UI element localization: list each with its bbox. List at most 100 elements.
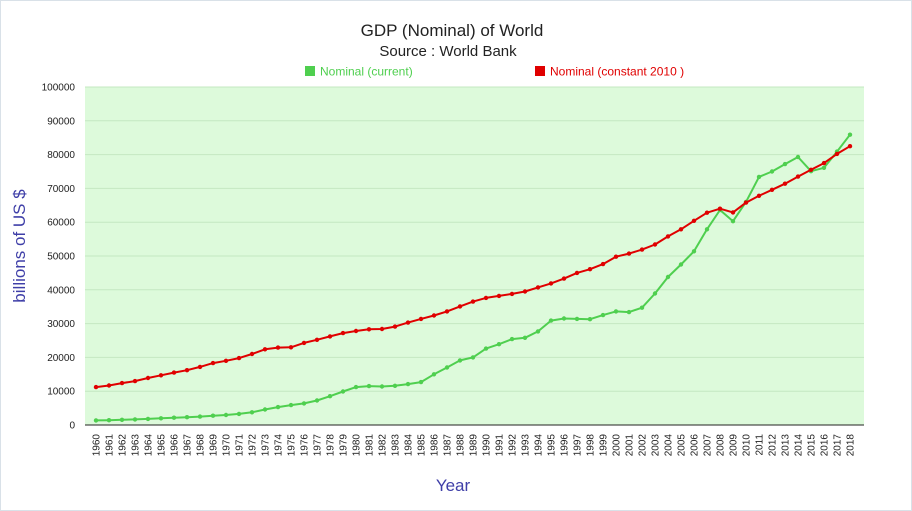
data-point-nominal-current-2004 — [665, 274, 671, 280]
x-tick-label-2008: 2008 — [716, 434, 727, 457]
data-point-nominal-constant-2006 — [691, 218, 697, 223]
data-point-nominal-constant-1984 — [405, 320, 411, 325]
x-tick-label-1964: 1964 — [144, 434, 155, 457]
data-point-nominal-current-1985 — [418, 379, 424, 385]
data-point-nominal-current-2002 — [639, 305, 645, 310]
data-point-nominal-constant-1985 — [418, 316, 424, 322]
data-point-nominal-current-1968 — [197, 414, 203, 419]
x-tick-label-2017: 2017 — [833, 434, 844, 457]
x-tick-label-2001: 2001 — [625, 434, 636, 457]
data-point-nominal-current-1963 — [132, 417, 138, 422]
data-point-nominal-constant-1981 — [366, 327, 372, 332]
x-tick-label-1993: 1993 — [521, 434, 532, 457]
data-point-nominal-current-1970 — [223, 412, 229, 418]
data-point-nominal-constant-2017 — [834, 151, 840, 157]
data-point-nominal-current-2007 — [704, 227, 710, 232]
data-point-nominal-constant-1993 — [522, 289, 528, 294]
data-point-nominal-current-1960 — [93, 418, 99, 423]
y-tick-label-100000: 100000 — [42, 83, 76, 94]
x-tick-label-1972: 1972 — [248, 434, 259, 457]
data-point-nominal-constant-1986 — [431, 313, 437, 318]
x-tick-label-1966: 1966 — [170, 434, 181, 457]
x-axis-ticks: 1960 1961 1962 1963 1964 1965 1966 1967 1968 1969… — [92, 434, 857, 457]
data-point-nominal-constant-1962 — [119, 380, 125, 386]
data-point-nominal-current-1977 — [314, 398, 320, 403]
x-tick-label-2013: 2013 — [781, 434, 792, 457]
data-point-nominal-constant-1999 — [600, 261, 606, 267]
x-tick-label-1997: 1997 — [573, 434, 584, 457]
x-tick-label-2003: 2003 — [651, 434, 662, 457]
x-tick-label-1974: 1974 — [274, 434, 285, 457]
data-point-nominal-current-1996 — [561, 316, 567, 321]
x-tick-label-1984: 1984 — [404, 434, 415, 457]
data-point-nominal-constant-1973 — [262, 347, 268, 352]
data-point-nominal-constant-1988 — [457, 304, 463, 309]
data-point-nominal-current-1991 — [496, 342, 502, 347]
x-tick-label-2016: 2016 — [820, 434, 831, 457]
x-tick-label-1989: 1989 — [469, 434, 480, 457]
x-tick-label-2010: 2010 — [742, 434, 753, 457]
data-point-nominal-constant-1969 — [210, 360, 216, 366]
data-point-nominal-constant-1992 — [509, 291, 515, 297]
data-point-nominal-constant-2013 — [782, 181, 788, 186]
data-point-nominal-constant-1994 — [535, 285, 541, 290]
legend-swatch-nominal-current[interactable] — [305, 66, 315, 76]
x-tick-label-2014: 2014 — [794, 434, 805, 457]
x-tick-label-2009: 2009 — [729, 434, 740, 457]
chart-subtitle: Source : World Bank — [379, 43, 517, 60]
y-tick-label-90000: 90000 — [47, 116, 75, 127]
data-point-nominal-constant-2009 — [730, 210, 736, 215]
y-tick-label-30000: 30000 — [47, 319, 75, 330]
y-tick-label-0: 0 — [69, 421, 75, 432]
x-tick-label-1999: 1999 — [599, 434, 610, 457]
data-point-nominal-current-1965 — [158, 416, 164, 421]
data-point-nominal-current-1983 — [392, 383, 398, 388]
data-point-nominal-constant-2005 — [678, 227, 684, 232]
data-point-nominal-current-1962 — [119, 417, 125, 422]
data-point-nominal-current-2001 — [626, 309, 632, 315]
data-point-nominal-constant-1998 — [587, 267, 593, 272]
data-point-nominal-current-1988 — [457, 358, 463, 363]
legend-label-nominal-current[interactable]: Nominal (current) — [320, 65, 413, 79]
y-tick-label-40000: 40000 — [47, 285, 75, 296]
data-point-nominal-constant-1980 — [353, 328, 359, 334]
data-point-nominal-current-1971 — [236, 411, 242, 417]
data-point-nominal-current-2003 — [652, 291, 658, 296]
data-point-nominal-constant-2014 — [795, 174, 801, 179]
x-tick-label-1960: 1960 — [92, 434, 103, 457]
data-point-nominal-current-2012 — [769, 169, 775, 174]
x-tick-label-1971: 1971 — [235, 434, 246, 457]
data-point-nominal-constant-2011 — [756, 193, 762, 198]
data-point-nominal-current-1972 — [249, 410, 255, 415]
data-point-nominal-current-1975 — [288, 402, 294, 408]
x-tick-label-2006: 2006 — [690, 434, 701, 457]
data-point-nominal-constant-1967 — [184, 368, 190, 373]
legend-swatch-nominal-constant[interactable] — [535, 66, 545, 76]
data-point-nominal-constant-1982 — [379, 326, 385, 332]
x-tick-label-1970: 1970 — [222, 434, 233, 457]
legend-label-nominal-constant[interactable]: Nominal (constant 2010 ) — [550, 65, 684, 79]
data-point-nominal-constant-2003 — [652, 242, 658, 247]
data-point-nominal-constant-1983 — [392, 324, 398, 329]
data-point-nominal-current-1992 — [509, 336, 515, 342]
data-point-nominal-constant-1995 — [548, 281, 554, 286]
x-tick-label-1987: 1987 — [443, 434, 454, 457]
data-point-nominal-current-1984 — [405, 381, 411, 387]
data-point-nominal-current-1973 — [262, 407, 268, 412]
data-point-nominal-current-1990 — [483, 346, 489, 351]
data-point-nominal-current-1999 — [600, 312, 606, 318]
data-point-nominal-current-1993 — [522, 335, 528, 340]
data-point-nominal-constant-2008 — [717, 206, 723, 211]
x-tick-label-1969: 1969 — [209, 434, 220, 457]
data-point-nominal-constant-1975 — [288, 345, 294, 350]
data-point-nominal-current-2000 — [613, 309, 619, 314]
x-axis-title: Year — [436, 476, 471, 495]
data-point-nominal-constant-1960 — [93, 384, 99, 390]
data-point-nominal-current-2011 — [756, 174, 762, 180]
data-point-nominal-current-1989 — [470, 355, 476, 360]
x-tick-label-2007: 2007 — [703, 434, 714, 457]
data-point-nominal-constant-2016 — [821, 160, 827, 166]
y-tick-label-60000: 60000 — [47, 218, 75, 229]
x-tick-label-1982: 1982 — [378, 434, 389, 457]
